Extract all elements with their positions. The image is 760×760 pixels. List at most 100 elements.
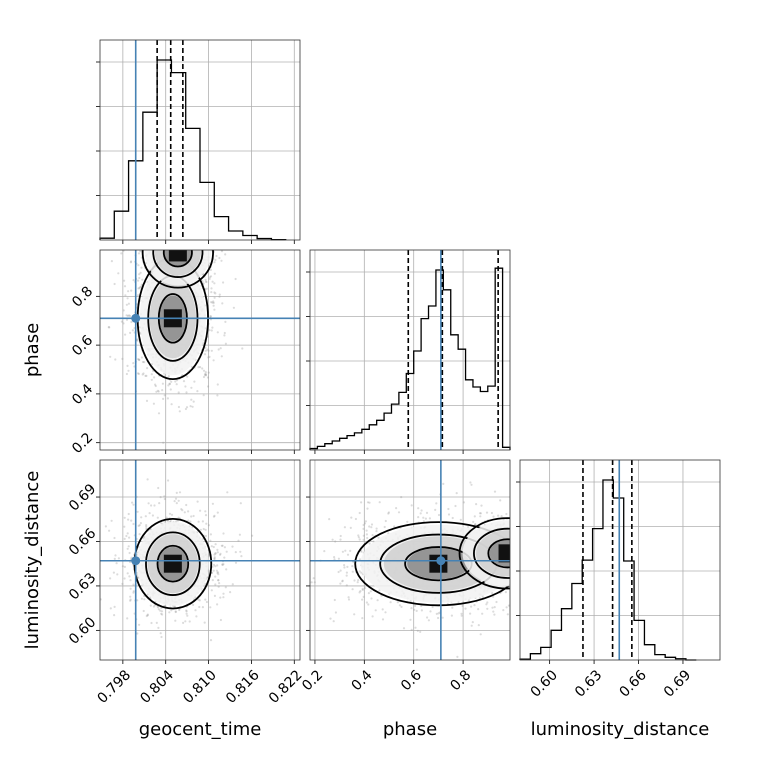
scatter-phase-luminosity_distance-point bbox=[522, 550, 524, 552]
scatter-geocent_time-luminosity_distance-point bbox=[140, 516, 143, 519]
scatter-phase-luminosity_distance-point bbox=[361, 588, 364, 592]
scatter-phase-luminosity_distance-point bbox=[547, 516, 549, 518]
scatter-geocent_time-luminosity_distance-point bbox=[216, 548, 219, 552]
scatter-phase-luminosity_distance-point bbox=[416, 629, 419, 633]
scatter-geocent_time-luminosity_distance-point bbox=[209, 533, 212, 536]
scatter-geocent_time-phase-point bbox=[151, 220, 153, 222]
scatter-geocent_time-phase-point bbox=[162, 247, 164, 249]
scatter-phase-luminosity_distance-point bbox=[571, 547, 573, 549]
scatter-phase-luminosity_distance-point bbox=[571, 556, 573, 558]
scatter-phase-luminosity_distance-point bbox=[524, 559, 526, 561]
scatter-geocent_time-phase-point bbox=[189, 405, 192, 408]
scatter-geocent_time-phase-point bbox=[138, 273, 141, 276]
scatter-phase-luminosity_distance-point bbox=[516, 560, 518, 562]
scatter-phase-luminosity_distance-point bbox=[524, 533, 526, 535]
scatter-phase-luminosity_distance-point bbox=[409, 618, 412, 621]
scatter-phase-luminosity_distance-point bbox=[397, 511, 401, 514]
scatter-geocent_time-luminosity_distance-point bbox=[210, 545, 213, 548]
scatter-phase-luminosity_distance-point bbox=[475, 503, 478, 506]
scatter-phase-luminosity_distance-point bbox=[518, 563, 520, 565]
scatter-phase-luminosity_distance-point bbox=[511, 539, 513, 541]
scatter-phase-luminosity_distance-point bbox=[525, 596, 527, 598]
scatter-geocent_time-luminosity_distance-point bbox=[143, 598, 146, 601]
scatter-phase-luminosity_distance-point bbox=[414, 626, 417, 629]
scatter-phase-luminosity_distance-point bbox=[329, 617, 332, 620]
scatter-phase-luminosity_distance-point bbox=[513, 518, 515, 520]
scatter-phase-luminosity_distance-point bbox=[555, 551, 557, 553]
scatter-geocent_time-phase-point bbox=[224, 230, 226, 232]
scatter-geocent_time-phase-point bbox=[145, 247, 147, 249]
hist-phase-steps bbox=[309, 267, 511, 450]
scatter-geocent_time-phase-point bbox=[177, 391, 180, 394]
scatter-phase-luminosity_distance-point bbox=[398, 604, 401, 607]
scatter-geocent_time-phase-point bbox=[205, 280, 208, 284]
scatter-phase-luminosity_distance-point bbox=[540, 544, 542, 546]
scatter-phase-luminosity_distance-point bbox=[337, 557, 340, 560]
scatter-phase-luminosity_distance-point bbox=[341, 580, 344, 583]
scatter-geocent_time-phase-point bbox=[193, 234, 195, 236]
scatter-phase-luminosity_distance-point bbox=[523, 529, 525, 531]
scatter-phase-luminosity_distance-point bbox=[457, 601, 460, 604]
hist-luminosity_distance-xticklabel: 0.69 bbox=[661, 667, 694, 700]
scatter-geocent_time-luminosity_distance-point bbox=[166, 519, 169, 523]
scatter-phase-luminosity_distance-point bbox=[541, 578, 543, 580]
scatter-phase-luminosity_distance-contour bbox=[354, 521, 510, 607]
scatter-phase-luminosity_distance-point bbox=[492, 515, 495, 518]
scatter-geocent_time-phase-point bbox=[221, 302, 224, 305]
scatter-phase-luminosity_distance-point bbox=[558, 527, 560, 529]
scatter-phase-luminosity_distance-point bbox=[480, 504, 483, 507]
scatter-geocent_time-phase-point bbox=[168, 382, 171, 385]
scatter-phase-luminosity_distance-point bbox=[505, 512, 508, 516]
scatter-geocent_time-luminosity_distance-point bbox=[204, 534, 207, 538]
scatter-phase-luminosity_distance-point bbox=[358, 511, 361, 515]
scatter-phase-luminosity_distance-xticklabel: 0.2 bbox=[299, 667, 326, 694]
scatter-phase-luminosity_distance-point bbox=[460, 612, 463, 615]
scatter-geocent_time-luminosity_distance-point bbox=[139, 522, 142, 525]
scatter-geocent_time-luminosity_distance-point bbox=[251, 534, 254, 537]
scatter-geocent_time-phase-point bbox=[175, 383, 178, 386]
scatter-geocent_time-luminosity_distance-point bbox=[163, 497, 166, 501]
scatter-geocent_time-luminosity_distance-point bbox=[226, 491, 229, 494]
scatter-phase-luminosity_distance-point bbox=[333, 598, 336, 602]
scatter-phase-luminosity_distance-point bbox=[375, 530, 378, 533]
scatter-geocent_time-luminosity_distance-point bbox=[113, 614, 116, 617]
scatter-geocent_time-phase-point bbox=[139, 250, 142, 253]
scatter-geocent_time-luminosity_distance-point bbox=[187, 519, 190, 522]
scatter-phase-luminosity_distance-point bbox=[538, 540, 540, 542]
scatter-geocent_time-phase-point bbox=[213, 236, 215, 238]
scatter-geocent_time-luminosity_distance-point bbox=[159, 632, 162, 635]
scatter-phase-luminosity_distance-point bbox=[534, 557, 536, 559]
scatter-geocent_time-luminosity_distance-point bbox=[180, 508, 183, 511]
scatter-phase-luminosity_distance-point bbox=[328, 518, 331, 521]
scatter-phase-luminosity_distance-point bbox=[368, 542, 371, 545]
scatter-geocent_time-phase-point bbox=[120, 320, 123, 323]
scatter-phase-luminosity_distance-point bbox=[459, 518, 462, 522]
scatter-geocent_time-luminosity_distance-point bbox=[155, 621, 158, 625]
scatter-phase-luminosity_distance-point bbox=[554, 552, 556, 554]
scatter-geocent_time-phase-point bbox=[127, 302, 130, 305]
scatter-phase-luminosity_distance-point bbox=[544, 561, 546, 563]
scatter-geocent_time-phase-point bbox=[133, 225, 135, 227]
xlabel-geocent_time: geocent_time bbox=[139, 719, 262, 740]
scatter-phase-luminosity_distance-point bbox=[543, 576, 545, 578]
scatter-geocent_time-luminosity_distance-point bbox=[117, 557, 120, 560]
scatter-geocent_time-luminosity_distance-point bbox=[160, 610, 164, 613]
scatter-geocent_time-phase-point bbox=[208, 276, 212, 279]
scatter-geocent_time-phase-point bbox=[199, 366, 202, 369]
scatter-phase-luminosity_distance-point bbox=[462, 501, 465, 504]
scatter-geocent_time-phase-point bbox=[194, 235, 196, 237]
scatter-geocent_time-luminosity_distance-point bbox=[130, 519, 133, 522]
scatter-geocent_time-phase-point bbox=[202, 394, 205, 397]
scatter-geocent_time-phase-point bbox=[191, 248, 193, 250]
scatter-geocent_time-phase-point bbox=[184, 227, 186, 229]
scatter-geocent_time-luminosity_distance-point bbox=[123, 577, 126, 580]
scatter-phase-luminosity_distance-truth-point bbox=[436, 556, 446, 566]
scatter-geocent_time-phase-point bbox=[210, 349, 213, 352]
scatter-geocent_time-phase-contour bbox=[152, 250, 204, 278]
scatter-geocent_time-luminosity_distance-point bbox=[149, 604, 152, 607]
scatter-geocent_time-phase-point bbox=[186, 237, 188, 239]
scatter-phase-luminosity_distance-point bbox=[504, 591, 507, 594]
scatter-phase-luminosity_distance-point bbox=[400, 496, 403, 499]
scatter-phase-luminosity_distance-point bbox=[516, 574, 518, 576]
scatter-phase-luminosity_distance-point bbox=[514, 589, 516, 591]
